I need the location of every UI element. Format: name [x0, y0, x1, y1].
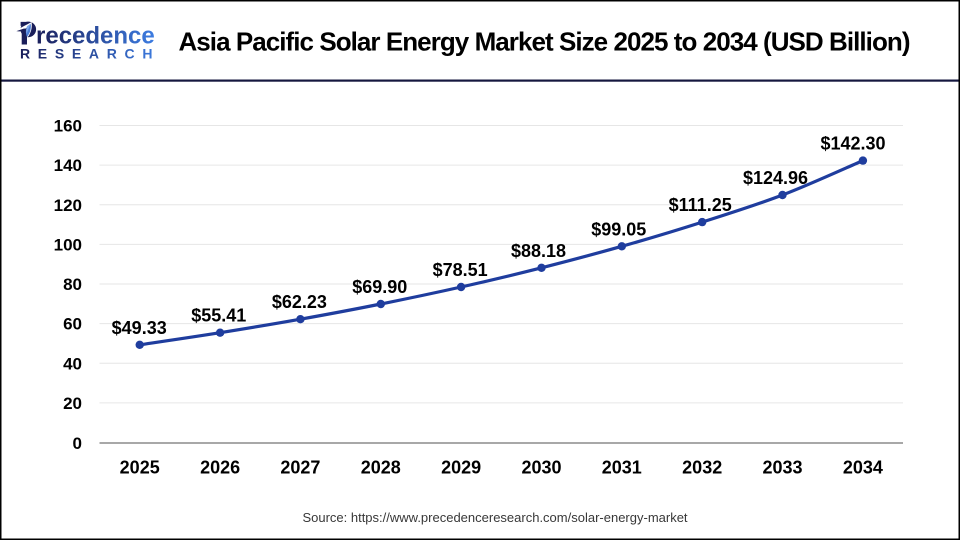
svg-text:$99.05: $99.05 — [591, 219, 646, 239]
svg-text:160: 160 — [54, 117, 82, 136]
svg-text:2030: 2030 — [521, 458, 561, 478]
svg-text:$49.33: $49.33 — [112, 318, 167, 338]
svg-text:0: 0 — [73, 434, 82, 453]
svg-text:$124.96: $124.96 — [743, 168, 808, 188]
svg-text:2034: 2034 — [843, 458, 883, 478]
svg-text:$111.25: $111.25 — [669, 195, 732, 215]
svg-text:$55.41: $55.41 — [191, 306, 246, 326]
svg-text:Source: https://www.precedence: Source: https://www.precedenceresearch.c… — [302, 510, 687, 525]
svg-text:$62.23: $62.23 — [272, 292, 327, 312]
svg-text:2029: 2029 — [441, 458, 481, 478]
svg-text:2031: 2031 — [602, 458, 642, 478]
svg-text:$88.18: $88.18 — [511, 241, 566, 261]
svg-text:2028: 2028 — [361, 458, 401, 478]
svg-text:2033: 2033 — [762, 458, 802, 478]
svg-text:140: 140 — [54, 156, 82, 175]
svg-text:20: 20 — [63, 394, 82, 413]
svg-text:$142.30: $142.30 — [820, 134, 885, 154]
svg-text:2027: 2027 — [280, 458, 320, 478]
svg-text:Asia Pacific Solar Energy Mark: Asia Pacific Solar Energy Market Size 20… — [178, 27, 909, 57]
svg-text:$78.51: $78.51 — [433, 260, 488, 280]
svg-text:60: 60 — [63, 315, 82, 334]
svg-text:100: 100 — [54, 235, 82, 254]
svg-text:2026: 2026 — [200, 458, 240, 478]
svg-text:$69.90: $69.90 — [352, 277, 407, 297]
svg-text:2032: 2032 — [682, 458, 722, 478]
svg-text:80: 80 — [63, 275, 82, 294]
svg-text:recedence: recedence — [36, 23, 155, 50]
svg-text:120: 120 — [54, 196, 82, 215]
svg-text:2025: 2025 — [120, 458, 160, 478]
svg-text:RESEARCH: RESEARCH — [20, 46, 160, 62]
svg-text:40: 40 — [63, 354, 82, 373]
